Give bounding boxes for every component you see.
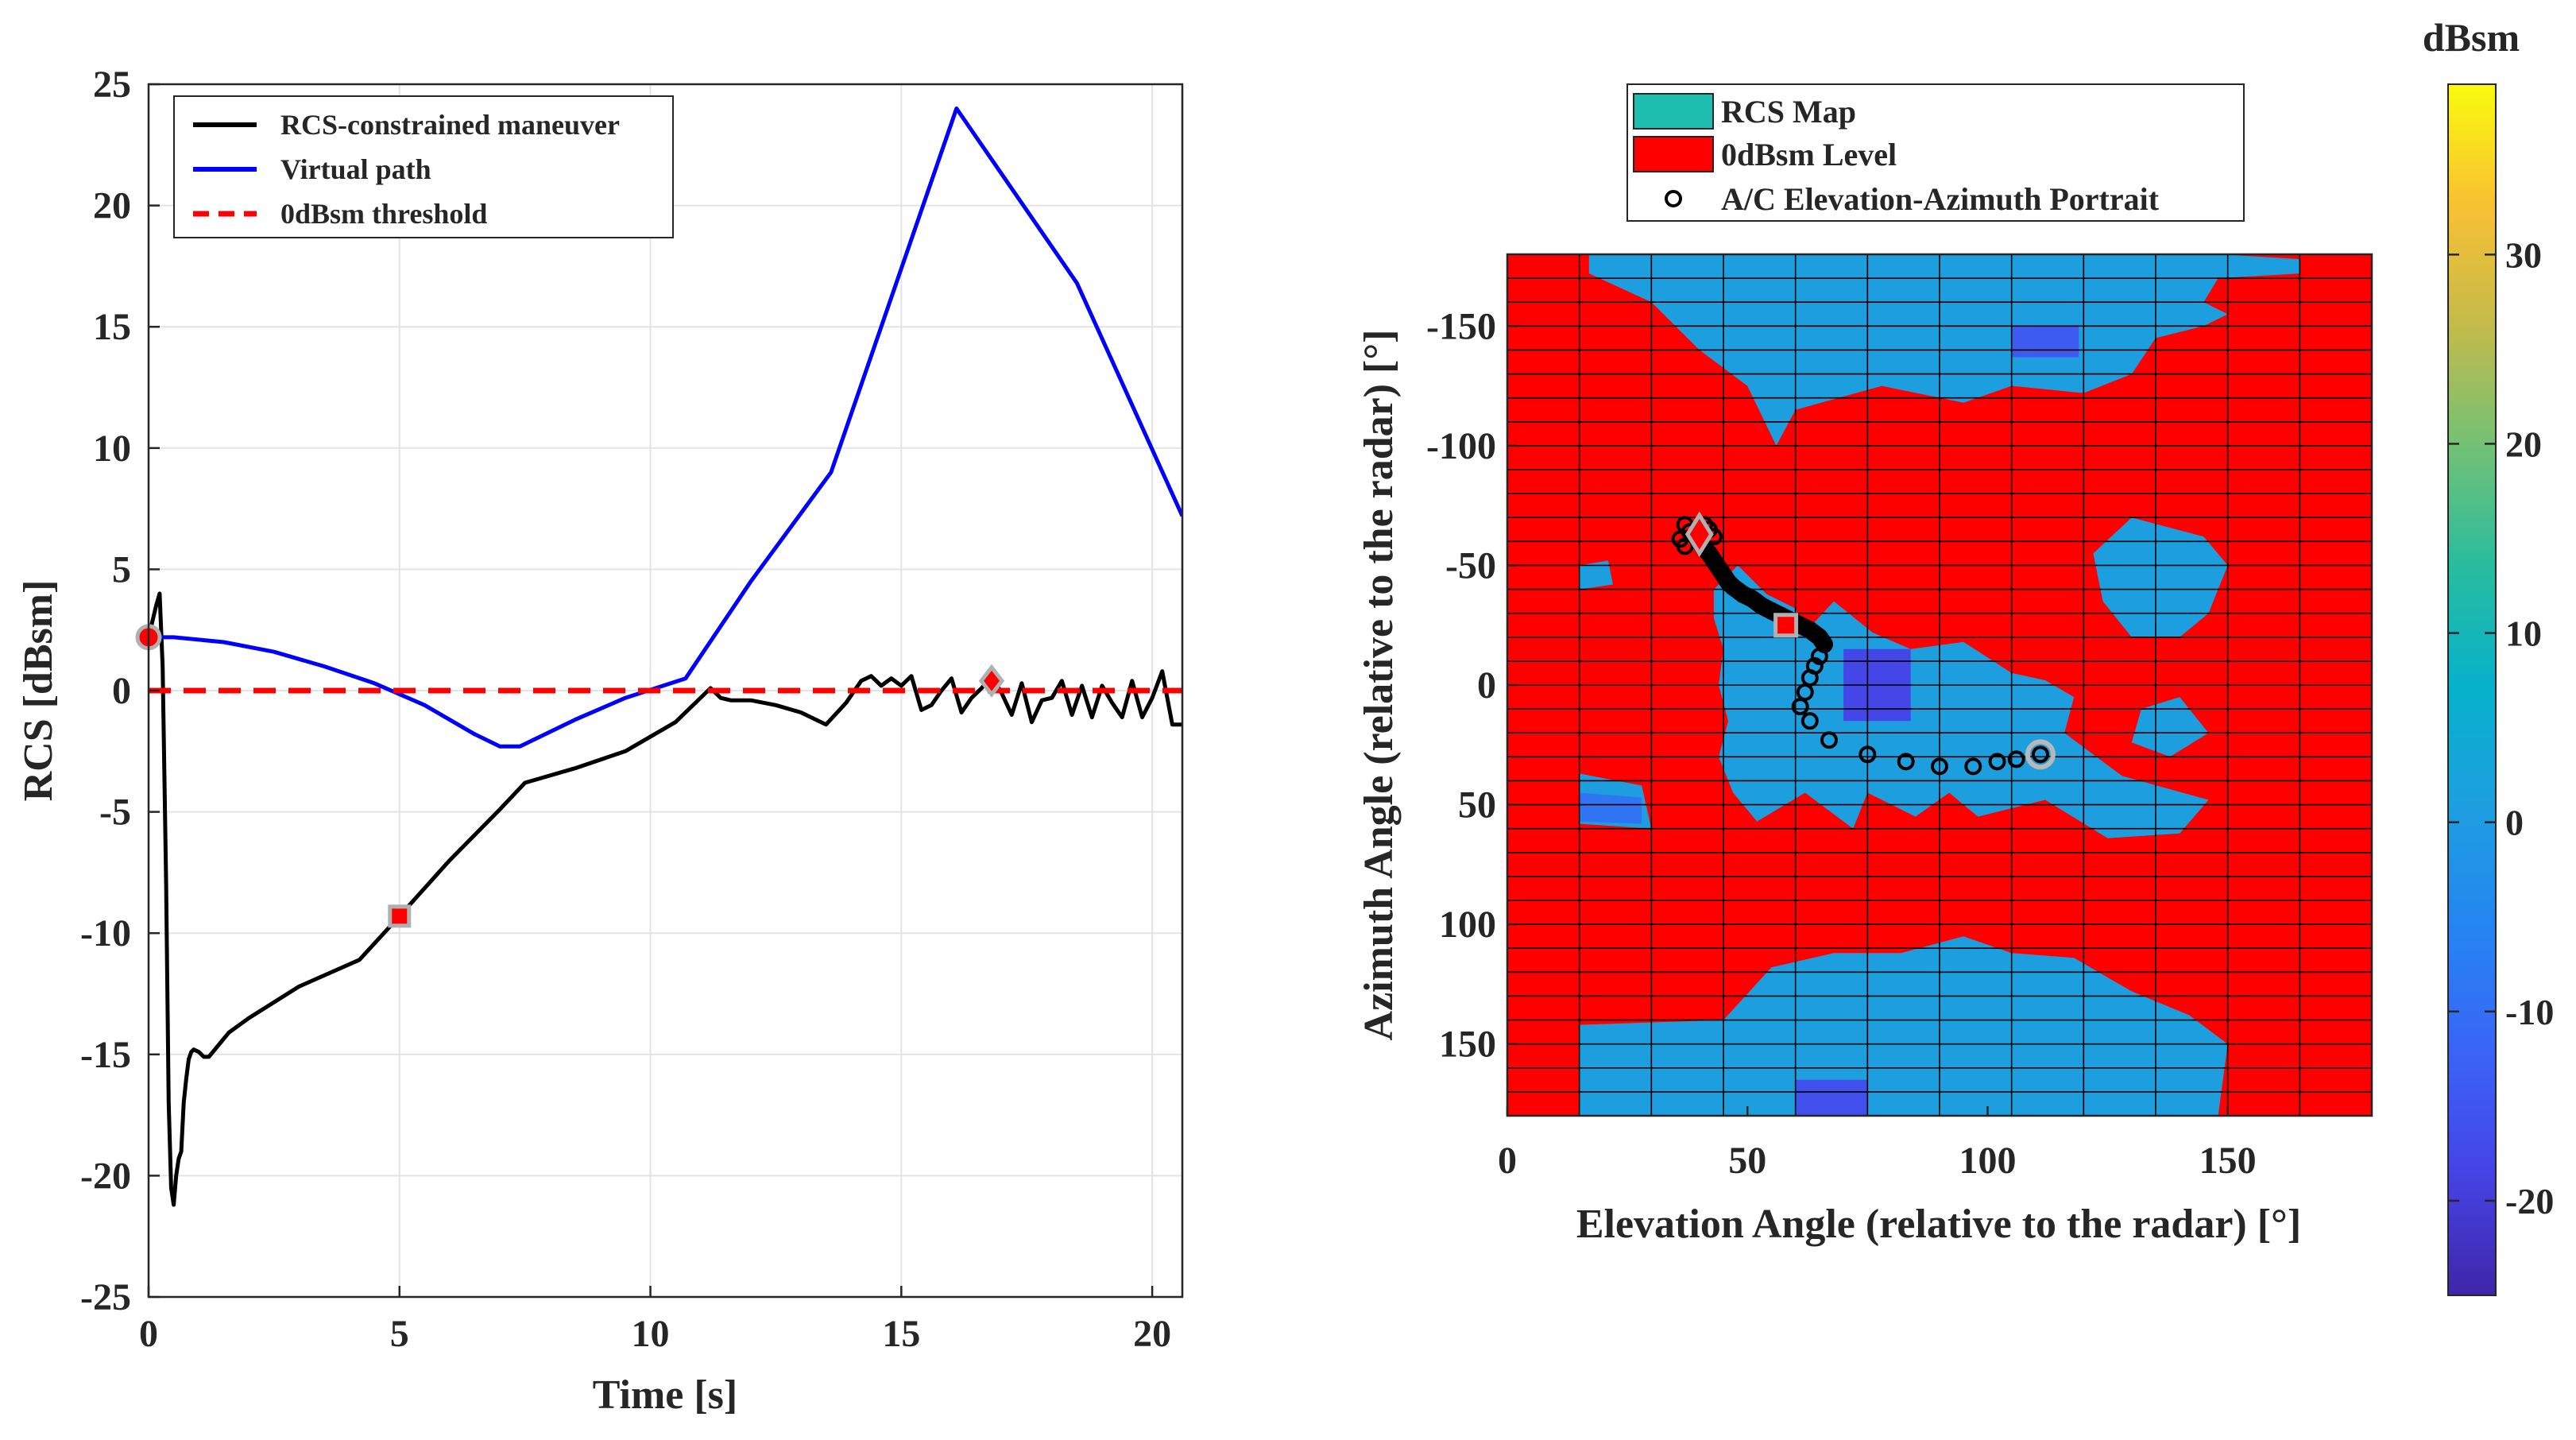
midpoint-marker-square: [388, 904, 412, 928]
trajectory-point: [1820, 731, 1838, 749]
x-tick-label: 10: [632, 1313, 670, 1355]
trajectory-point: [2007, 750, 2025, 768]
x-axis-label: Time [s]: [593, 1372, 737, 1418]
rcs-region: [1579, 936, 2228, 1116]
map-y-tick-label: -100: [1426, 425, 1496, 467]
trajectory-point: [1964, 757, 1982, 776]
line-chart-ticks: [147, 83, 1154, 1299]
trajectory-point: [1988, 753, 2006, 771]
line-chart-series: [149, 106, 1182, 1207]
y-tick-label: -20: [80, 1155, 131, 1197]
rcs-map-tick-labels: 0 50 100 150 -150 -100 -50 0 50 100 150: [1426, 305, 2257, 1182]
colorbar-frame: [2447, 83, 2497, 1296]
y-tick-label: 15: [93, 306, 131, 348]
line-chart: 0 5 10 15 20 -25 -20 -15 -10 -5 0 5 10 15 20 25 Time [s…: [16, 64, 1184, 1418]
x-tick-label: 0: [139, 1313, 158, 1355]
line-chart-legend: RCS-constrained maneuver Virtual path 0d…: [173, 95, 674, 238]
trajectory-point: [1791, 698, 1809, 716]
y-tick-label: 25: [93, 64, 131, 106]
rcs-map-chart: 0 50 100 150 -150 -100 -50 0 50 100 150 Elevation …: [1356, 83, 2373, 1247]
y-tick-label: -25: [80, 1276, 131, 1318]
line-chart-markers: [135, 624, 1005, 928]
legend-entry-portrait: A/C Elevation-Azimuth Portrait: [1721, 181, 2160, 217]
azimuth-axis-label: Azimuth Angle (relative to the radar) [°…: [1356, 330, 1402, 1041]
trajectory-point: [1931, 757, 1948, 776]
colorbar-tick-label: -20: [2505, 1181, 2554, 1221]
legend-entry-rcs-map: RCS Map: [1721, 94, 1856, 130]
colorbar-ticks: -20 -10 0 10 20 30: [2448, 234, 2554, 1221]
map-x-tick-label: 0: [1498, 1140, 1517, 1182]
colorbar: -20 -10 0 10 20 30 dBsm: [2423, 15, 2554, 1296]
elevation-axis-label: Elevation Angle (relative to the radar) …: [1576, 1202, 2301, 1247]
trajectory-point: [2031, 745, 2049, 764]
y-tick-label: -5: [99, 792, 131, 834]
legend-swatch-portrait-marker: [1665, 190, 1682, 207]
rcs-region: [1795, 1079, 1868, 1116]
portrait-midpoint-marker-square: [1773, 613, 1799, 638]
y-tick-label: 0: [112, 670, 131, 712]
colorbar-label: dBsm: [2423, 15, 2520, 60]
y-tick-label: 5: [112, 548, 131, 590]
map-x-tick-label: 100: [1959, 1140, 2016, 1182]
x-tick-label: 20: [1133, 1313, 1171, 1355]
end-marker-diamond: [978, 664, 1005, 698]
colorbar-gradient: [2448, 84, 2496, 1295]
trajectory-point: [1897, 753, 1915, 771]
y-tick-label: 20: [93, 185, 131, 227]
rcs-region: [2011, 326, 2079, 358]
y-tick-label: 10: [93, 428, 131, 470]
series-line-virtual-path: [149, 106, 1182, 749]
map-y-tick-label: -50: [1445, 544, 1496, 586]
colorbar-tick-label: 10: [2505, 614, 2542, 654]
legend-box: [1626, 83, 2245, 222]
legend-swatch-rcs-map: [1633, 93, 1714, 130]
line-chart-tick-labels: 0 5 10 15 20 -25 -20 -15 -10 -5 0 5 10 15 20 25: [80, 64, 1171, 1355]
rcs-map-markers: [1684, 511, 2056, 770]
colorbar-tick-label: 0: [2505, 803, 2524, 843]
portrait-start-marker-diamond: [1684, 511, 1714, 558]
legend-entry-threshold: 0dBsm threshold: [280, 198, 487, 230]
y-axis-label: RCS [dBsm]: [16, 580, 61, 802]
y-tick-label: -15: [80, 1034, 131, 1076]
map-y-tick-label: 150: [1439, 1024, 1496, 1066]
rcs-region: [1579, 560, 1613, 590]
series-line-rcs-constrained-maneuver: [149, 591, 1182, 1207]
legend-swatch-threshold: [1633, 136, 1714, 172]
trajectory-point: [1800, 712, 1819, 730]
legend-entry-threshold-level: 0dBsm Level: [1721, 137, 1897, 172]
x-tick-label: 15: [882, 1313, 920, 1355]
rcs-region: [1713, 565, 2209, 838]
x-tick-label: 5: [390, 1313, 409, 1355]
rcs-map-legend: RCS Map 0dBsm Level A/C Elevation-Azimut…: [1626, 83, 2245, 222]
rcs-map-grid: [1507, 254, 2372, 1116]
rcs-region: [2131, 697, 2209, 757]
map-x-tick-label: 150: [2199, 1140, 2257, 1182]
map-y-tick-label: -150: [1426, 305, 1496, 347]
rcs-region: [1579, 792, 1642, 824]
trajectory-point: [1859, 745, 1877, 764]
map-y-tick-label: 50: [1458, 784, 1496, 826]
trajectory-dense-segment: [1690, 523, 1833, 653]
y-tick-label: -10: [80, 912, 131, 954]
legend-entry-virtual-path: Virtual path: [280, 153, 431, 185]
map-x-tick-label: 50: [1728, 1140, 1766, 1182]
colorbar-tick-label: -10: [2505, 992, 2554, 1032]
legend-entry-maneuver: RCS-constrained maneuver: [280, 109, 620, 141]
rcs-region: [2093, 517, 2228, 637]
legend-box: [173, 95, 674, 238]
map-y-tick-label: 0: [1477, 664, 1496, 706]
map-y-tick-label: 100: [1439, 904, 1496, 946]
portrait-end-marker-circle: [2025, 739, 2056, 770]
colorbar-tick-label: 30: [2505, 234, 2542, 275]
colorbar-tick-label: 20: [2505, 424, 2542, 464]
